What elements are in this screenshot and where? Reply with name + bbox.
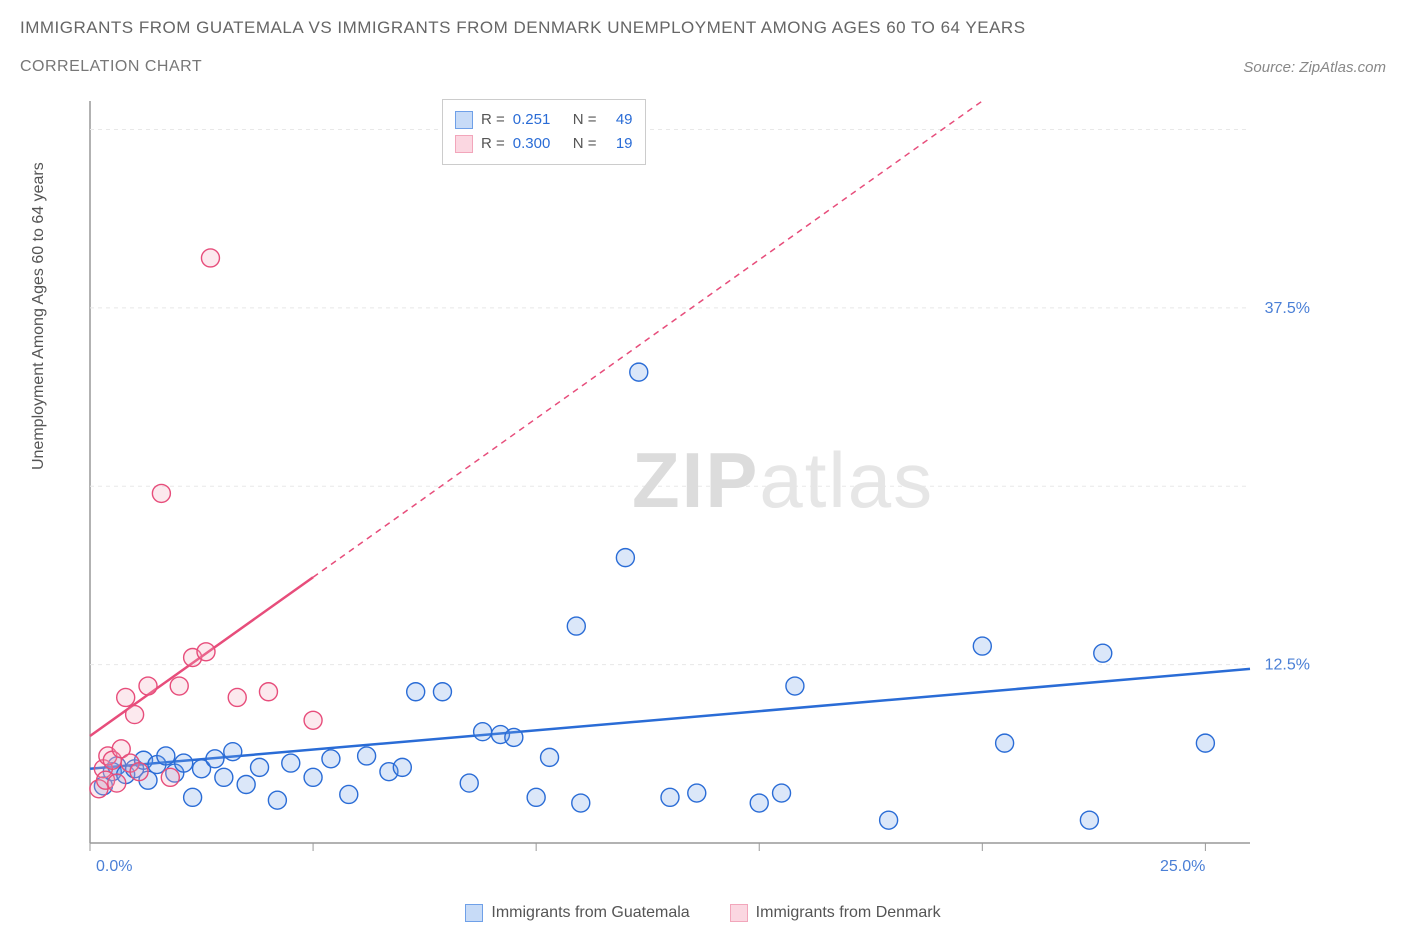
stat-n-value: 49 <box>605 108 633 132</box>
scatter-point <box>661 788 679 806</box>
scatter-point <box>304 768 322 786</box>
source-prefix: Source: <box>1243 59 1299 76</box>
scatter-point <box>268 791 286 809</box>
scatter-point <box>152 484 170 502</box>
scatter-point <box>340 785 358 803</box>
scatter-point <box>157 747 175 765</box>
y-tick-label: 37.5% <box>1265 300 1310 317</box>
stat-n-label: N = <box>573 132 597 156</box>
scatter-point <box>433 683 451 701</box>
legend-swatch <box>730 904 748 922</box>
x-tick-label: 25.0% <box>1160 858 1205 875</box>
stat-r-value: 0.300 <box>513 132 565 156</box>
scatter-point <box>304 711 322 729</box>
chart-area: 12.5% 37.5% 0.0% 25.0% R = 0.251 N = 49 R = 0.30… <box>82 95 1322 885</box>
stat-r-label: R = <box>481 132 505 156</box>
scatter-point <box>206 750 224 768</box>
scatter-point <box>750 794 768 812</box>
legend-label: Immigrants from Denmark <box>756 904 941 922</box>
stat-row: R = 0.251 N = 49 <box>455 108 633 132</box>
stat-r-label: R = <box>481 108 505 132</box>
scatter-point <box>773 784 791 802</box>
scatter-point <box>880 811 898 829</box>
scatter-point <box>184 788 202 806</box>
scatter-point <box>572 794 590 812</box>
scatter-point <box>616 549 634 567</box>
chart-subtitle: CORRELATION CHART <box>20 58 202 76</box>
scatter-point <box>973 637 991 655</box>
legend-swatch <box>465 904 483 922</box>
scatter-point <box>407 683 425 701</box>
scatter-point <box>1094 644 1112 662</box>
scatter-point <box>170 677 188 695</box>
stat-n-value: 19 <box>605 132 633 156</box>
scatter-point <box>393 758 411 776</box>
scatter-point <box>251 758 269 776</box>
scatter-point <box>215 768 233 786</box>
legend-swatch <box>455 135 473 153</box>
scatter-point <box>786 677 804 695</box>
scatter-point <box>688 784 706 802</box>
legend-swatch <box>455 111 473 129</box>
scatter-point <box>322 750 340 768</box>
stat-n-label: N = <box>573 108 597 132</box>
legend-entry: Immigrants from Denmark <box>730 904 941 922</box>
scatter-point <box>108 774 126 792</box>
scatter-point <box>505 728 523 746</box>
scatter-point <box>567 617 585 635</box>
source-name: ZipAtlas.com <box>1299 59 1386 76</box>
scatter-point <box>117 688 135 706</box>
scatter-point <box>282 754 300 772</box>
legend-label: Immigrants from Guatemala <box>491 904 689 922</box>
chart-title: IMMIGRANTS FROM GUATEMALA VS IMMIGRANTS … <box>20 18 1386 38</box>
trend-line-dashed <box>313 101 982 577</box>
stat-row: R = 0.300 N = 19 <box>455 132 633 156</box>
scatter-point <box>126 706 144 724</box>
scatter-point <box>541 748 559 766</box>
source-attribution: Source: ZipAtlas.com <box>1243 59 1386 76</box>
scatter-point <box>1196 734 1214 752</box>
scatter-point <box>460 774 478 792</box>
scatter-point <box>237 775 255 793</box>
legend-entry: Immigrants from Guatemala <box>465 904 689 922</box>
scatter-point <box>358 747 376 765</box>
scatter-point <box>527 788 545 806</box>
scatter-point <box>139 677 157 695</box>
scatter-point <box>130 763 148 781</box>
correlation-stat-box: R = 0.251 N = 49 R = 0.300 N = 19 <box>442 99 646 165</box>
y-axis-label: Unemployment Among Ages 60 to 64 years <box>30 162 48 470</box>
y-tick-label: 12.5% <box>1265 657 1310 674</box>
scatter-point <box>996 734 1014 752</box>
scatter-point <box>474 723 492 741</box>
bottom-legend: Immigrants from Guatemala Immigrants from… <box>0 904 1406 922</box>
stat-r-value: 0.251 <box>513 108 565 132</box>
x-tick-label: 0.0% <box>96 858 132 875</box>
scatter-point <box>197 643 215 661</box>
scatter-point <box>175 754 193 772</box>
scatter-point <box>228 688 246 706</box>
scatter-point <box>201 249 219 267</box>
scatter-point <box>630 363 648 381</box>
scatter-plot: 12.5% 37.5% 0.0% 25.0% <box>82 95 1322 885</box>
scatter-point <box>259 683 277 701</box>
scatter-point <box>161 768 179 786</box>
scatter-point <box>1080 811 1098 829</box>
scatter-point <box>224 743 242 761</box>
